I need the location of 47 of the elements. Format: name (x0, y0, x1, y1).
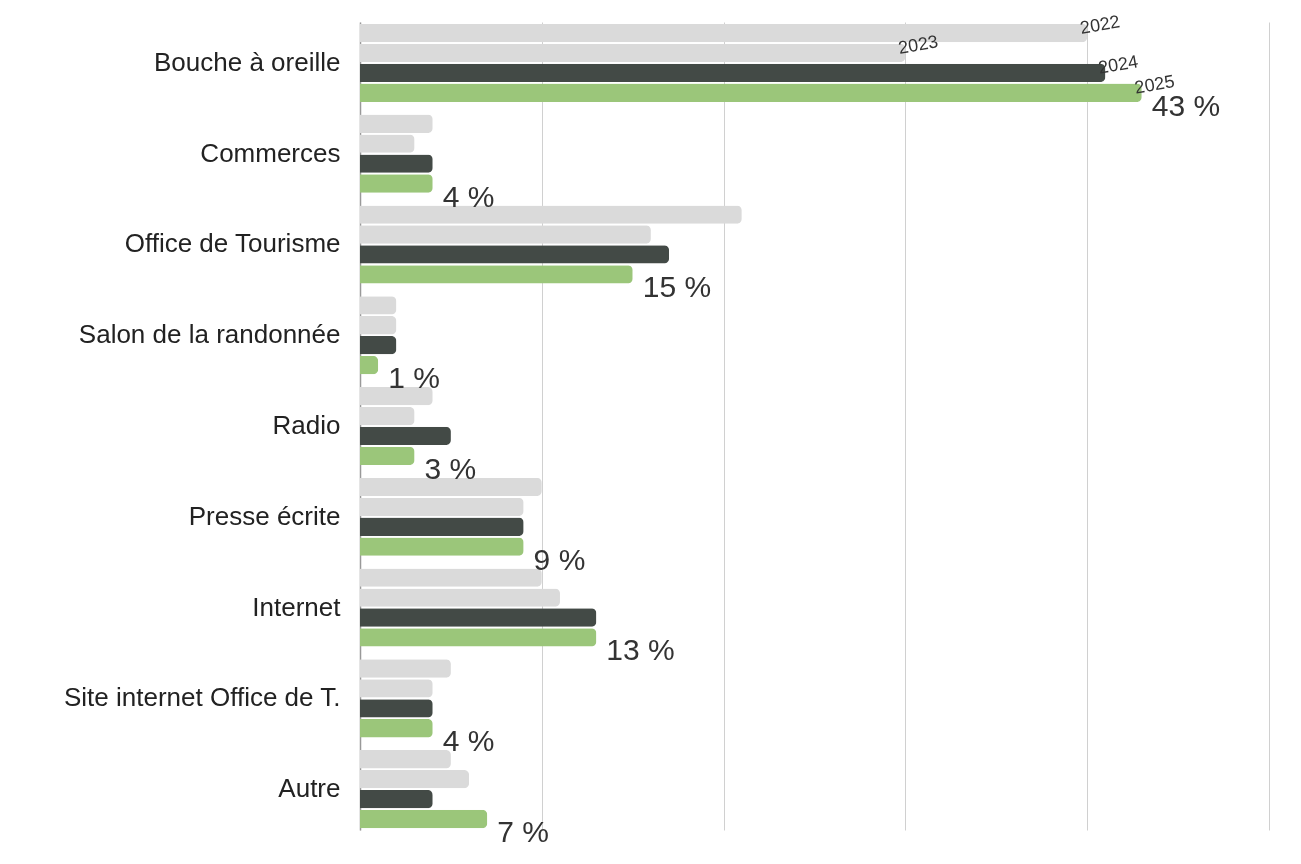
bar (360, 245, 670, 264)
data-label: 9 % (533, 542, 586, 576)
bar (360, 336, 397, 355)
bar (360, 497, 524, 516)
y-tick-label: Autre (278, 773, 341, 804)
data-label: 7 % (497, 815, 549, 849)
y-tick-label: Internet (252, 591, 342, 622)
bar (360, 114, 433, 133)
bar (360, 355, 379, 375)
y-tick-label: Office de Tourisme (124, 228, 341, 259)
data-label: 1 % (388, 361, 440, 395)
data-label: 15 % (642, 270, 712, 304)
bar (360, 628, 597, 647)
data-label: 13 % (606, 633, 675, 667)
bar (360, 296, 397, 315)
bar (360, 426, 451, 446)
bar (360, 517, 524, 536)
bar (360, 770, 470, 789)
y-tick-label: Presse écrite (188, 500, 341, 531)
data-label: 3 % (424, 451, 477, 485)
bar (360, 154, 433, 173)
bar (360, 659, 451, 678)
bar (360, 719, 433, 738)
bar (360, 789, 433, 809)
y-tick-label: Site internet Office de T. (63, 682, 341, 713)
bar (360, 750, 451, 769)
bar (360, 699, 433, 718)
y-tick-label: Commerces (200, 137, 341, 168)
data-label: 4 % (442, 724, 495, 758)
text: 2024 (1096, 51, 1140, 78)
bar (360, 406, 415, 426)
bar (360, 316, 397, 335)
data-label: 4 % (442, 179, 495, 213)
bar (360, 608, 597, 627)
bar (360, 174, 433, 193)
bar (360, 537, 524, 556)
text: 2023 (896, 31, 940, 58)
bar (360, 386, 433, 406)
text: 2022 (1078, 11, 1122, 38)
bar (360, 679, 433, 698)
y-tick-label: Bouche à oreille (154, 46, 341, 77)
bar (360, 446, 415, 466)
bar (360, 134, 415, 153)
y-tick-label: Radio (272, 410, 341, 440)
bar (360, 265, 633, 284)
y-tick-label: Salon de la randonnée (78, 319, 341, 350)
bar (360, 809, 488, 829)
